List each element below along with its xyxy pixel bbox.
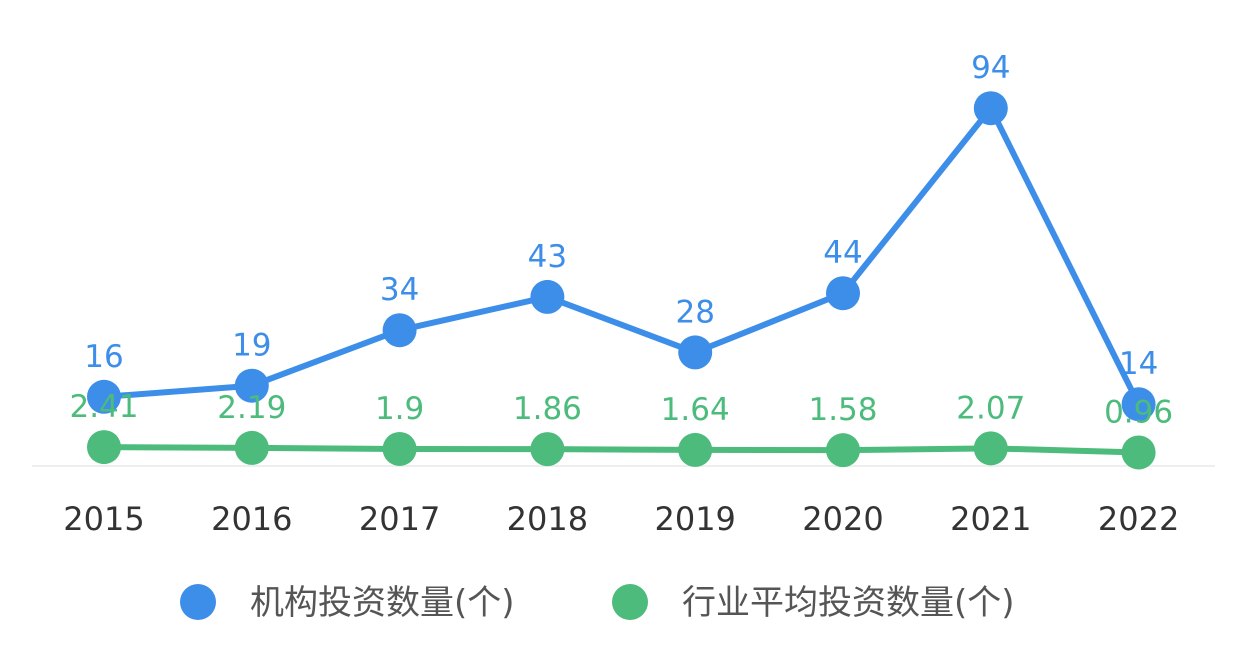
series-2-point-2015[interactable]	[87, 430, 121, 465]
series-2-point-2022[interactable]	[1121, 435, 1156, 470]
series-2-point-2020[interactable]	[826, 433, 860, 468]
series-2-point-2021[interactable]	[973, 431, 1008, 466]
series-line-1	[103, 105, 1142, 406]
legend-label-2: 行业平均投资数量(个)	[682, 583, 1015, 623]
series-2-point-2016[interactable]	[234, 430, 269, 465]
legend[interactable]: 机构投资数量(个) 行业平均投资数量(个)	[180, 583, 1015, 623]
series-lines	[103, 105, 1142, 456]
series-1-point-2019[interactable]	[678, 335, 713, 370]
series-1-point-2021[interactable]	[973, 91, 1008, 126]
series-1-point-2020[interactable]	[826, 276, 860, 311]
x-tick-2022: 2022	[1098, 500, 1179, 538]
series-1-point-2015[interactable]	[87, 379, 121, 414]
legend-item-1[interactable]: 机构投资数量(个)	[180, 583, 515, 623]
legend-item-2[interactable]: 行业平均投资数量(个)	[612, 583, 1015, 623]
series-2-label-2018: 1.86	[513, 391, 582, 427]
series-1-label-2015: 16	[84, 339, 123, 375]
series-1-point-2017[interactable]	[382, 313, 417, 348]
series-1-label-2017: 34	[380, 272, 419, 308]
legend-marker-1	[180, 584, 216, 620]
data-labels: 16 19 34 43 28 44 94 14 2.41 2.19 1.9 1.86 1.64 1.58 2…	[69, 50, 1173, 430]
series-1-label-2018: 43	[528, 239, 567, 275]
series-1-label-2020: 44	[823, 235, 862, 271]
series-1-label-2022: 14	[1119, 346, 1158, 382]
legend-marker-2	[612, 584, 648, 620]
x-axis-ticks: 2015 2016 2017 2018 2019 2020 2021 2022	[63, 500, 1179, 538]
series-2-label-2022: 0.96	[1104, 394, 1173, 430]
legend-label-1: 机构投资数量(个)	[250, 583, 515, 623]
x-tick-2020: 2020	[802, 500, 883, 538]
series-2-label-2017: 1.9	[375, 391, 424, 427]
x-tick-2019: 2019	[654, 500, 735, 538]
series-2-point-2017[interactable]	[382, 431, 417, 466]
series-1-point-2016[interactable]	[234, 368, 269, 403]
series-1-point-2018[interactable]	[530, 279, 565, 314]
x-tick-2018: 2018	[507, 500, 588, 538]
series-2-label-2021: 2.07	[956, 390, 1025, 426]
series-2-point-2018[interactable]	[530, 432, 565, 467]
series-1-point-2022[interactable]	[1121, 387, 1156, 422]
x-tick-2017: 2017	[359, 500, 440, 538]
x-tick-2015: 2015	[63, 500, 144, 538]
series-2-label-2015: 2.41	[69, 389, 138, 425]
x-tick-2021: 2021	[950, 500, 1031, 538]
series-points	[87, 91, 1156, 470]
x-tick-2016: 2016	[211, 500, 292, 538]
series-line-2	[103, 444, 1139, 456]
series-2-label-2019: 1.64	[661, 392, 730, 428]
series-1-label-2021: 94	[971, 50, 1010, 86]
series-1-label-2016: 19	[232, 328, 271, 364]
series-2-label-2020: 1.58	[808, 392, 877, 428]
series-2-label-2016: 2.19	[217, 390, 286, 426]
series-2-point-2019[interactable]	[678, 432, 713, 467]
series-1-label-2019: 28	[675, 294, 714, 330]
